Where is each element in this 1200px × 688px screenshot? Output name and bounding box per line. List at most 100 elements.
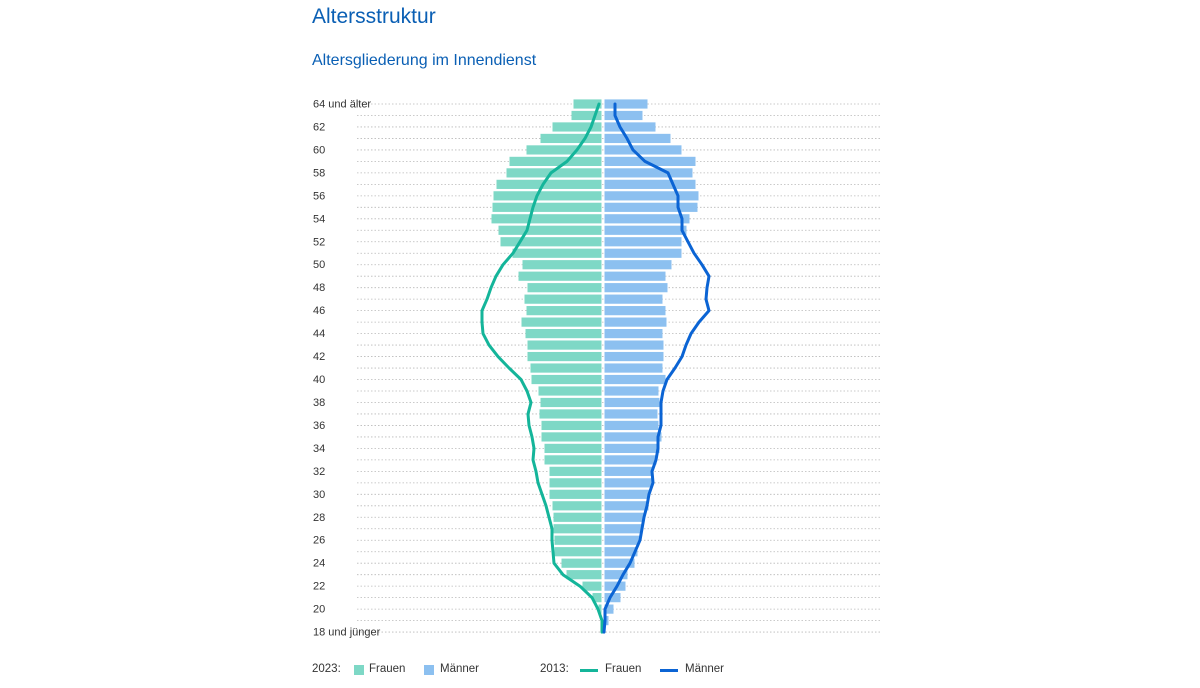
bars-2023 bbox=[491, 99, 699, 626]
bar-maenner-2023 bbox=[604, 329, 663, 339]
bar-maenner-2023 bbox=[604, 306, 666, 316]
bar-frauen-2023 bbox=[566, 570, 602, 580]
y-tick-label: 18 und jünger bbox=[313, 627, 381, 639]
bar-maenner-2023 bbox=[604, 478, 653, 488]
legend-swatch-frauen-2023 bbox=[354, 665, 364, 675]
legend-swatch-frauen-2013 bbox=[580, 669, 598, 672]
bar-frauen-2023 bbox=[561, 558, 602, 568]
bar-frauen-2023 bbox=[527, 351, 602, 362]
bar-frauen-2023 bbox=[552, 501, 602, 511]
y-tick-label: 28 bbox=[313, 512, 325, 524]
bar-maenner-2023 bbox=[604, 604, 614, 614]
y-tick-label: 64 und älter bbox=[313, 99, 371, 111]
bar-frauen-2023 bbox=[496, 179, 602, 189]
bar-frauen-2023 bbox=[491, 214, 602, 224]
bar-frauen-2023 bbox=[518, 271, 602, 281]
bar-maenner-2023 bbox=[604, 455, 657, 465]
bar-frauen-2023 bbox=[531, 374, 602, 385]
bar-maenner-2023 bbox=[604, 432, 662, 442]
bar-maenner-2023 bbox=[604, 489, 650, 499]
legend-year-2023: 2023: bbox=[312, 663, 341, 675]
bar-frauen-2023 bbox=[540, 133, 602, 144]
bar-maenner-2023 bbox=[604, 122, 656, 132]
y-tick-label: 26 bbox=[313, 535, 325, 547]
y-tick-label: 62 bbox=[313, 121, 325, 133]
bar-maenner-2023 bbox=[604, 110, 643, 121]
bar-frauen-2023 bbox=[526, 306, 602, 316]
y-axis-ticks: 64 und älter 62 60 58 56 54 52 50 48 46 44 42 40 38 36… bbox=[313, 99, 381, 639]
bar-frauen-2023 bbox=[527, 340, 602, 350]
bar-maenner-2023 bbox=[604, 340, 664, 350]
bar-maenner-2023 bbox=[604, 409, 658, 419]
bar-frauen-2023 bbox=[493, 191, 602, 201]
y-tick-label: 22 bbox=[313, 581, 325, 593]
legend-label-maenner-2013: Männer bbox=[685, 663, 724, 675]
bar-frauen-2023 bbox=[541, 420, 602, 431]
bar-maenner-2023 bbox=[604, 420, 659, 431]
y-tick-label: 54 bbox=[313, 213, 325, 225]
y-tick-label: 44 bbox=[313, 328, 325, 340]
bar-maenner-2023 bbox=[604, 501, 649, 511]
bar-maenner-2023 bbox=[604, 179, 696, 189]
bar-frauen-2023 bbox=[552, 122, 602, 132]
bar-maenner-2023 bbox=[604, 248, 682, 258]
bar-frauen-2023 bbox=[492, 202, 602, 212]
bar-maenner-2023 bbox=[604, 524, 642, 534]
bar-maenner-2023 bbox=[604, 593, 621, 603]
y-tick-label: 30 bbox=[313, 489, 325, 501]
bar-frauen-2023 bbox=[553, 512, 602, 522]
bar-frauen-2023 bbox=[525, 329, 602, 339]
bar-maenner-2023 bbox=[604, 547, 638, 557]
line-maenner-2013 bbox=[602, 102, 711, 634]
y-tick-label: 20 bbox=[313, 604, 325, 616]
bar-maenner-2023 bbox=[604, 351, 664, 362]
y-tick-label: 50 bbox=[313, 259, 325, 271]
line-frauen-2013 bbox=[480, 102, 604, 634]
bar-frauen-2023 bbox=[573, 99, 602, 109]
bar-frauen-2023 bbox=[498, 225, 602, 235]
bar-frauen-2023 bbox=[582, 581, 602, 591]
bar-frauen-2023 bbox=[549, 478, 602, 488]
bar-maenner-2023 bbox=[604, 374, 666, 385]
bar-maenner-2023 bbox=[604, 512, 644, 522]
bar-maenner-2023 bbox=[604, 535, 640, 545]
bar-frauen-2023 bbox=[544, 443, 602, 453]
bar-frauen-2023 bbox=[526, 145, 602, 155]
bar-frauen-2023 bbox=[506, 168, 602, 178]
y-tick-label: 52 bbox=[313, 236, 325, 248]
bar-maenner-2023 bbox=[604, 99, 648, 109]
bar-maenner-2023 bbox=[604, 191, 699, 201]
bar-frauen-2023 bbox=[553, 524, 602, 534]
bar-maenner-2023 bbox=[604, 570, 628, 580]
bar-frauen-2023 bbox=[509, 156, 602, 166]
y-tick-label: 36 bbox=[313, 420, 325, 432]
bar-maenner-2023 bbox=[604, 225, 687, 235]
bar-frauen-2023 bbox=[524, 294, 602, 304]
bar-maenner-2023 bbox=[604, 466, 654, 476]
y-tick-label: 40 bbox=[313, 374, 325, 386]
bar-maenner-2023 bbox=[604, 386, 659, 396]
bar-maenner-2023 bbox=[604, 145, 682, 155]
bar-frauen-2023 bbox=[554, 535, 602, 545]
bar-frauen-2023 bbox=[530, 363, 602, 373]
bar-frauen-2023 bbox=[522, 260, 602, 270]
y-tick-label: 38 bbox=[313, 397, 325, 409]
bar-maenner-2023 bbox=[604, 168, 693, 178]
y-tick-label: 46 bbox=[313, 305, 325, 317]
bar-maenner-2023 bbox=[604, 260, 672, 270]
bar-maenner-2023 bbox=[604, 294, 663, 304]
y-tick-label: 58 bbox=[313, 167, 325, 179]
bar-maenner-2023 bbox=[604, 581, 626, 591]
bar-frauen-2023 bbox=[549, 466, 602, 476]
page-title: Altersstruktur bbox=[312, 5, 436, 28]
y-tick-label: 60 bbox=[313, 144, 325, 156]
bar-maenner-2023 bbox=[604, 271, 666, 281]
y-tick-label: 56 bbox=[313, 190, 325, 202]
bar-frauen-2023 bbox=[544, 455, 602, 465]
bar-frauen-2023 bbox=[549, 489, 602, 499]
bar-frauen-2023 bbox=[527, 283, 602, 293]
bar-frauen-2023 bbox=[541, 432, 602, 442]
legend-swatch-maenner-2013 bbox=[660, 669, 678, 672]
bar-frauen-2023 bbox=[571, 110, 602, 121]
